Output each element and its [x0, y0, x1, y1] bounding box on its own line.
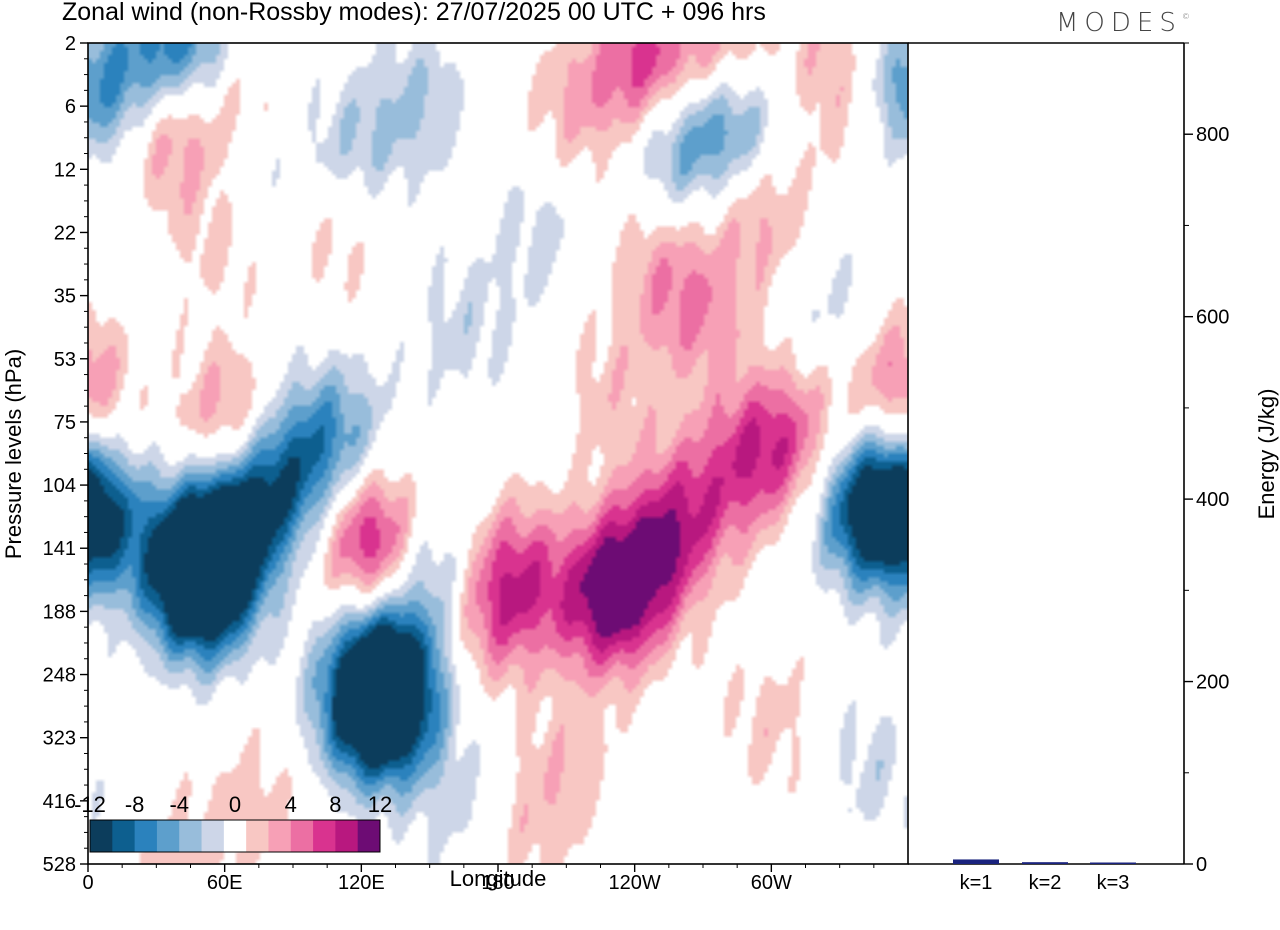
colorbar-swatch [246, 820, 269, 852]
colorbar-swatch [90, 820, 113, 852]
y-tick-label: 6 [65, 96, 76, 118]
brand-text: MODES [1056, 8, 1182, 38]
energy-bar-k1 [953, 859, 999, 864]
y-tick-label: 188 [43, 601, 76, 623]
colorbar-label: -8 [125, 792, 145, 817]
colorbar-label: 0 [229, 792, 241, 817]
colorbar-swatch [357, 820, 381, 852]
x-tick-label: 120W [609, 872, 661, 894]
colorbar-swatch [290, 820, 314, 852]
colorbar-frame [89, 819, 381, 853]
y-tick-label: 22 [54, 222, 76, 244]
energy-category-label: k=3 [1097, 872, 1130, 894]
x-tick-label: 60W [751, 872, 792, 894]
y-tick-label: 2 [65, 33, 76, 55]
x-tick-label: 60E [207, 872, 243, 894]
colorbar-swatch [156, 820, 180, 852]
colorbar-label: 12 [368, 792, 392, 817]
colorbar-swatch [201, 820, 225, 852]
colorbar-label: 8 [329, 792, 341, 817]
y-tick-label: 12 [54, 159, 76, 181]
y-tick-label: 53 [54, 349, 76, 371]
x-tick-label: 120E [338, 872, 385, 894]
contour-field [88, 43, 908, 864]
colorbar-label: -12 [74, 792, 106, 817]
chart-title: Zonal wind (non-Rossby modes): 27/07/202… [62, 0, 766, 26]
colorbar: -12 -8 -4 0 4 8 12 [74, 792, 392, 853]
energy-bar-k3 [1090, 862, 1136, 864]
colorbar-label: -4 [169, 792, 189, 817]
energy-tick-label: 200 [1196, 672, 1229, 694]
colorbar-swatch [268, 820, 292, 852]
y-axis-title: Pressure levels (hPa) [1, 349, 26, 559]
y-tick-label: 416 [43, 791, 76, 813]
y-tick-label: 141 [43, 538, 76, 560]
y-tick-label: 75 [54, 412, 76, 434]
x-tick-label: 180 [481, 872, 514, 894]
brand-logo: MODES© [1056, 8, 1190, 38]
y-tick-label: 35 [54, 286, 76, 308]
x-axis-title: Longitude [450, 866, 547, 891]
contour-field-image [88, 43, 908, 864]
energy-tick-label: 800 [1196, 124, 1229, 146]
colorbar-swatch [223, 820, 247, 852]
y-tick-label: 248 [43, 665, 76, 687]
colorbar-swatch [134, 820, 158, 852]
colorbar-swatch [335, 820, 359, 852]
energy-bar-k2 [1022, 862, 1068, 864]
energy-category-label: k=1 [960, 872, 993, 894]
y-tick-label: 104 [43, 475, 76, 497]
colorbar-swatch [179, 820, 202, 852]
y-tick-label: 323 [43, 728, 76, 750]
energy-axis-title: Energy (J/kg) [1254, 389, 1279, 520]
energy-category-label: k=2 [1029, 872, 1062, 894]
energy-bar-axes: 0 200 400 600 800 k=1 k=2 k=3 [908, 42, 1229, 894]
energy-tick-label: 400 [1196, 489, 1229, 511]
colorbar-swatch [112, 820, 136, 852]
energy-tick-label: 600 [1196, 307, 1229, 329]
colorbar-swatch [313, 820, 336, 852]
brand-mark: © [1181, 12, 1190, 21]
colorbar-label: 4 [285, 792, 297, 817]
y-tick-label: 528 [43, 854, 76, 876]
energy-tick-label: 0 [1196, 854, 1207, 876]
x-tick-label: 0 [82, 872, 93, 894]
